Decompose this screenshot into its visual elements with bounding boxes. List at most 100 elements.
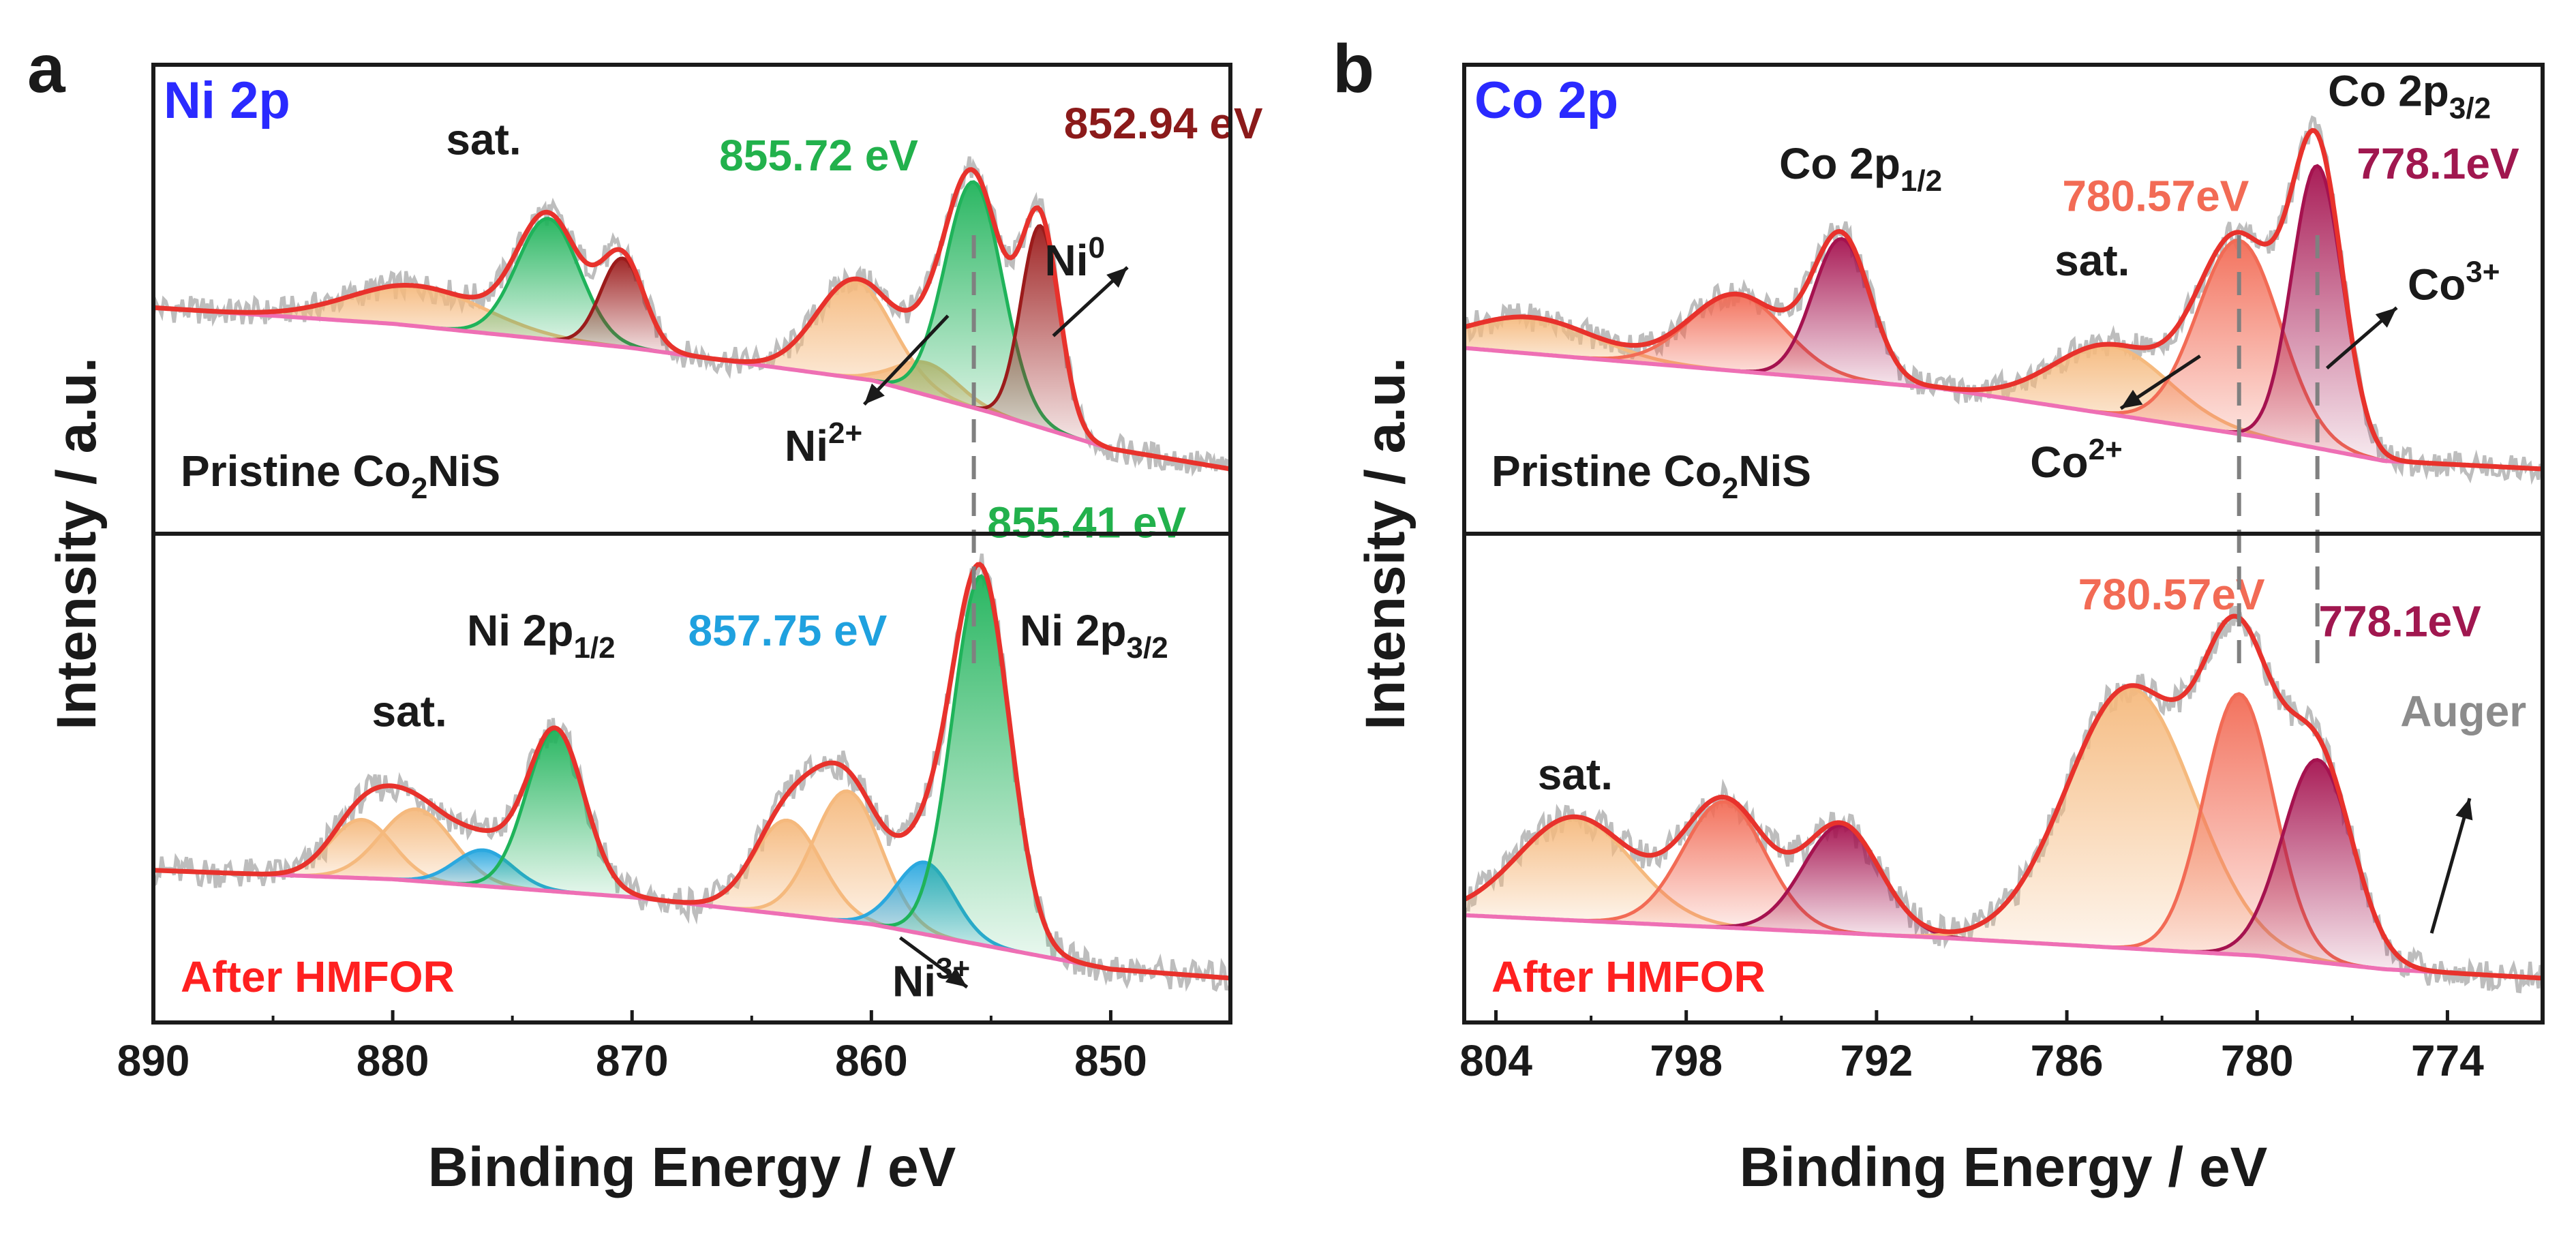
x-tick-label: 774 <box>2411 1036 2484 1085</box>
annotation-label: 780.57eV <box>2062 171 2249 220</box>
annotation-label: 855.72 eV <box>719 131 918 180</box>
annotation-superscript: 2+ <box>2089 433 2123 466</box>
x-tick-label: 780 <box>2221 1036 2294 1085</box>
arrow <box>2429 798 2472 934</box>
envelope-fit <box>1464 613 2543 981</box>
peak-fill <box>1689 825 1994 941</box>
peak-fill <box>369 850 599 895</box>
sample-label: After HMFOR <box>181 952 455 1001</box>
x-tick-label: 890 <box>117 1036 190 1085</box>
panel-title: Ni 2p <box>164 72 290 130</box>
peak-fill <box>1876 687 2384 969</box>
envelope-fit <box>153 562 1230 981</box>
peak-fill <box>963 226 1117 450</box>
peak-fill <box>1727 239 1956 391</box>
envelope-fit <box>153 167 1230 472</box>
x-tick-label: 880 <box>357 1036 429 1085</box>
arrow-head <box>864 383 885 405</box>
subplot-plot-area <box>153 553 1230 992</box>
annotation-subscript: 1/2 <box>1900 164 1942 198</box>
plot-frame <box>1462 63 2545 1025</box>
background-line <box>1464 913 2543 980</box>
x-tick-label: 798 <box>1650 1036 1723 1085</box>
annotation-subscript: 3/2 <box>2449 91 2491 125</box>
annotation-label: 778.1eV <box>2318 597 2481 646</box>
x-axis-label: Binding Energy / eV <box>428 1136 956 1198</box>
sample-label-subscript: 2 <box>411 472 427 505</box>
peak-fill <box>713 791 982 945</box>
arrow-head <box>945 967 967 988</box>
x-tick-label: 786 <box>2031 1036 2104 1085</box>
annotation-label: Co3+ <box>2408 255 2500 309</box>
annotation-label: Ni2+ <box>785 416 862 470</box>
subplot-pristine: sat. 855.72 eV 852.94 eV Ni0 Ni2+ Pristine Co… <box>153 99 1263 505</box>
subplot-after-hmfor: sat. Ni 2p1/2 857.75 eV 855.41 eV Ni 2p3/2 Ni… <box>153 498 1230 1005</box>
sample-label-subscript: 2 <box>1722 472 1738 505</box>
annotation-label: Ni 2p1/2 <box>467 606 616 665</box>
annotation-label: Co 2p3/2 <box>2328 66 2491 125</box>
peak-fill <box>866 576 1096 967</box>
panel-title: Co 2p <box>1474 72 1618 130</box>
arrow-head <box>1106 267 1128 288</box>
annotation-label: Auger <box>2400 687 2526 736</box>
peak-fill <box>273 809 560 892</box>
annotation-label: Co2+ <box>2030 433 2122 487</box>
x-tick-label: 804 <box>1459 1036 1532 1085</box>
subplot-after-hmfor: sat. 780.57eV 778.1eV Auger After HMFOR <box>1464 570 2543 1001</box>
peak-fill <box>423 218 673 354</box>
peak-fill <box>440 729 671 902</box>
x-axis-label: Binding Energy / eV <box>1740 1136 2268 1198</box>
sample-label-tail: NiS <box>1738 446 1811 496</box>
annotation-subscript: 1/2 <box>573 631 615 665</box>
annotation-label: Ni0 <box>1045 231 1105 285</box>
annotation-superscript: 2+ <box>828 416 862 450</box>
x-tick-label: 792 <box>1840 1036 1913 1085</box>
peak-fill <box>1559 802 1890 936</box>
annotation-superscript: 3+ <box>936 952 970 985</box>
envelope-fit <box>1464 127 2543 472</box>
annotation-superscript: 3+ <box>2466 255 2500 288</box>
y-axis-label: Intensity / a.u. <box>46 357 108 730</box>
peak-fill <box>1464 317 1785 376</box>
sample-label: After HMFOR <box>1491 952 1766 1001</box>
peak-fill <box>536 258 709 359</box>
arrow-head <box>2375 307 2397 328</box>
peak-fill <box>2100 693 2379 969</box>
annotation-label: 780.57eV <box>2078 570 2265 619</box>
annotation-label: 852.94 eV <box>1064 99 1263 148</box>
annotation-label: 857.75 eV <box>688 606 888 655</box>
annotation-label: sat. <box>1538 750 1613 799</box>
annotation-label: sat. <box>446 115 521 164</box>
annotation-label: Ni3+ <box>892 952 970 1005</box>
annotation-label: Co 2p1/2 <box>1779 139 1942 198</box>
annotation-label: sat. <box>372 687 447 736</box>
sample-label: Pristine Co2NiS <box>1491 446 1811 505</box>
annotation-subscript: 3/2 <box>1127 631 1168 665</box>
sample-label: Pristine Co2NiS <box>181 446 500 505</box>
arrow-head <box>2121 389 2143 409</box>
subplot-plot-area <box>1464 603 2543 994</box>
annotation-label: 855.41 eV <box>987 498 1186 547</box>
panel-a: sat. 855.72 eV 852.94 eV Ni0 Ni2+ Pristine Co… <box>27 31 1263 1198</box>
panel-label: b <box>1333 31 1374 107</box>
annotation-label: Ni 2p3/2 <box>1020 606 1168 665</box>
annotation-label: sat. <box>2055 236 2130 285</box>
sample-label-tail: NiS <box>427 446 500 496</box>
annotation-superscript: 0 <box>1089 231 1105 264</box>
plot-frame <box>151 63 1232 1025</box>
background-line <box>1464 346 2543 471</box>
peak-fill <box>1464 817 1804 932</box>
panel-label: a <box>27 31 66 107</box>
peak-fill <box>1547 294 1928 388</box>
annotation-label: 778.1eV <box>2357 139 2519 188</box>
x-tick-label: 850 <box>1074 1036 1147 1085</box>
x-tick-label: 870 <box>596 1036 669 1085</box>
arrow-head <box>2455 798 2473 821</box>
x-tick-label: 860 <box>835 1036 908 1085</box>
subplot-plot-area <box>153 156 1230 479</box>
y-axis-label: Intensity / a.u. <box>1354 357 1416 730</box>
peak-fill <box>2177 759 2457 973</box>
